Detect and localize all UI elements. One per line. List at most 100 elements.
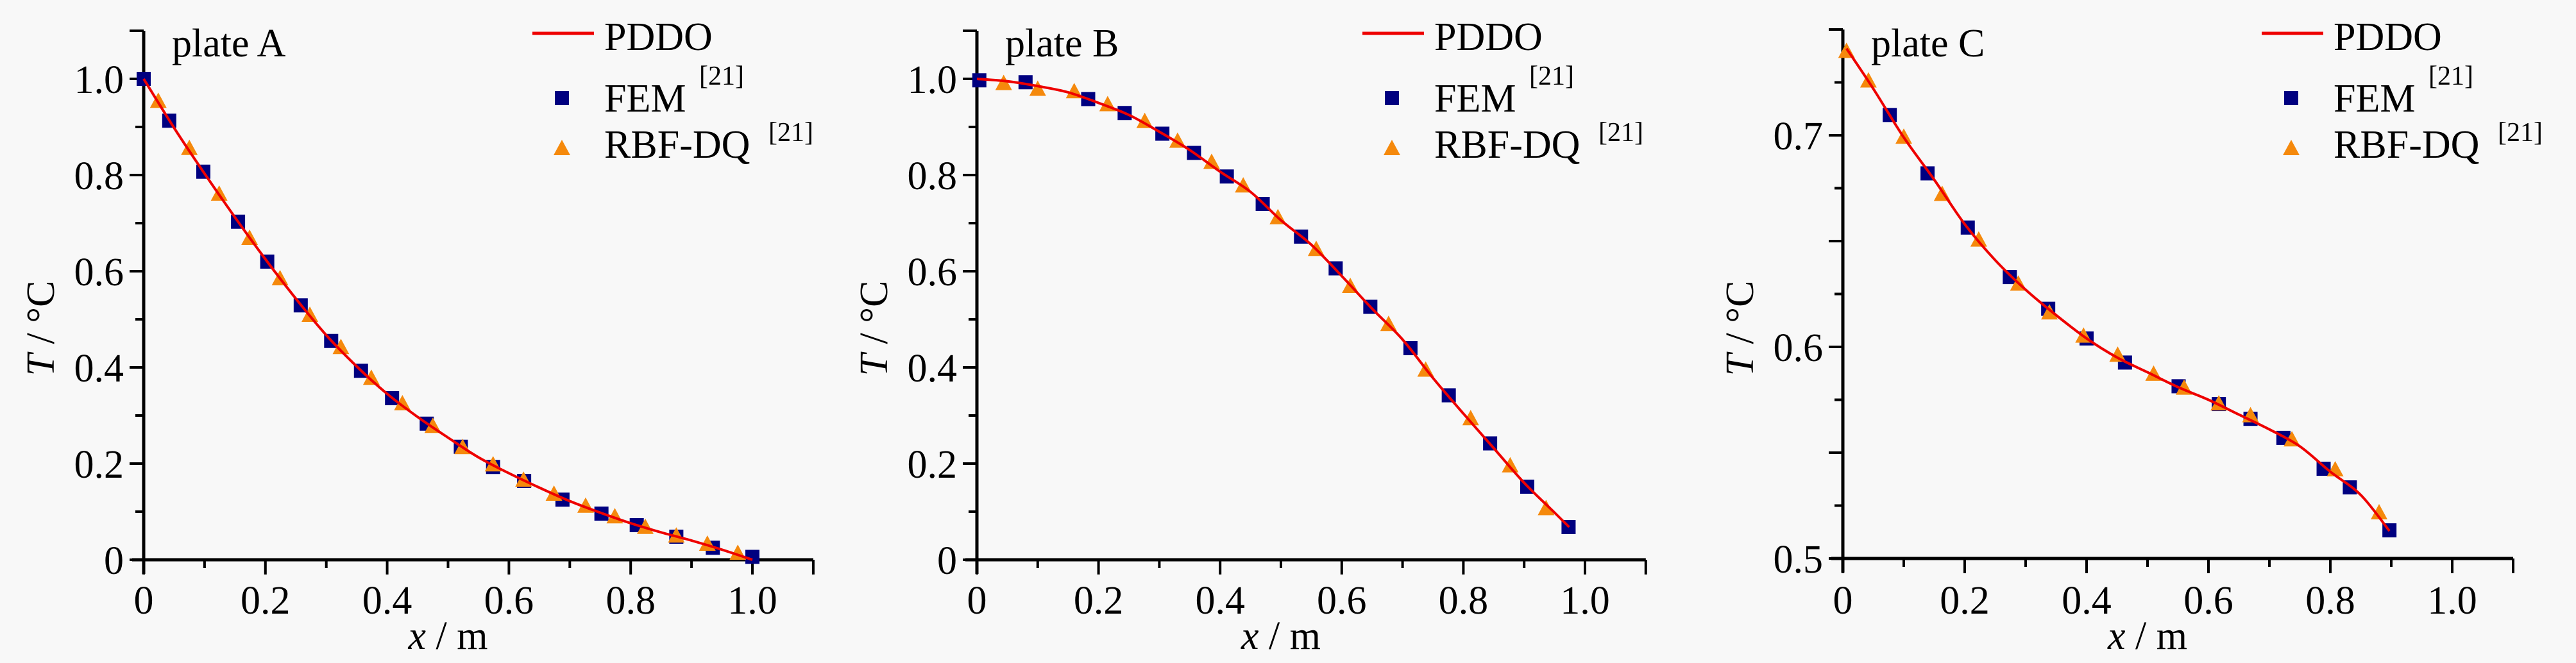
y-tick-label: 1.0 <box>908 58 958 102</box>
x-tick-label: 1.0 <box>1560 579 1610 623</box>
y-axis-label: T / °C <box>1718 281 1762 376</box>
legend-ref-fem: [21] <box>2428 62 2473 91</box>
y-tick-label: 0.8 <box>74 155 124 198</box>
legend-label-fem: FEM <box>604 77 686 121</box>
y-axis-label: T / °C <box>852 281 896 376</box>
legend-label-pddo: PDDO <box>1434 15 1543 59</box>
y-tick-label: 1.0 <box>74 58 124 102</box>
rbf-dq-point <box>181 139 198 155</box>
panel-plate-a: plate A PDDO FEM [21] RBF-DQ [21] 0 0.2 … <box>19 15 815 658</box>
x-tick-labels: 0 0.2 0.4 0.6 0.8 1.0 <box>1833 579 2477 623</box>
legend: PDDO FEM [21] RBF-DQ [21] <box>2262 15 2543 167</box>
panel-plate-c: plate C PDDO FEM [21] RBF-DQ [21] 0 0.2 … <box>1718 15 2543 658</box>
panel-title: plate B <box>1005 22 1119 65</box>
y-tick-label: 0.6 <box>908 251 958 294</box>
rbf-dq-point <box>2109 346 2126 362</box>
rbf-dq-point <box>394 395 411 410</box>
y-tick-label: 0.2 <box>74 443 124 487</box>
legend-ref-rbf-dq: [21] <box>768 118 813 147</box>
rbf-dq-point <box>995 74 1012 90</box>
legend-rbf-dq-triangle-icon <box>554 140 570 155</box>
plot-area <box>1838 42 2397 538</box>
plot-area <box>972 73 1576 534</box>
rbf-dq-point <box>1538 499 1555 516</box>
y-tick-label: 0.8 <box>908 155 958 198</box>
y-axis-unit: / °C <box>852 281 896 354</box>
rbf-dq-point <box>1462 410 1479 426</box>
x-tick-label: 0.8 <box>2305 579 2355 623</box>
legend-fem-square-icon <box>2284 91 2298 105</box>
x-tick-label: 0.4 <box>362 579 412 623</box>
y-axis-variable: T <box>19 351 63 376</box>
x-axis-label: x / m <box>408 614 488 658</box>
y-tick-label: 0.6 <box>74 251 124 294</box>
legend-rbf-dq-triangle-icon <box>1384 140 1400 155</box>
rbf-dq-point <box>1502 457 1519 473</box>
x-axis-unit: / m <box>2126 614 2187 658</box>
series-pddo-line <box>1845 47 2391 532</box>
legend-ref-rbf-dq: [21] <box>1598 118 1643 147</box>
rbf-dq-point <box>1029 80 1046 96</box>
legend-rbf-dq-triangle-icon <box>2283 140 2300 155</box>
plot-area <box>137 72 759 564</box>
x-axis-label: x / m <box>2107 614 2187 658</box>
x-axis-variable: x <box>1241 614 1259 658</box>
x-tick-label: 0 <box>1833 579 1853 623</box>
fem-point <box>2003 270 2017 285</box>
y-tick-labels: 0 0.2 0.4 0.6 0.8 1.0 <box>908 58 958 583</box>
rbf-dq-point <box>362 369 380 385</box>
fem-point <box>2316 462 2331 476</box>
y-tick-label: 0.4 <box>74 347 124 390</box>
y-tick-labels: 0 0.2 0.4 0.6 0.8 1.0 <box>74 58 124 583</box>
y-tick-label: 0.4 <box>908 347 958 390</box>
legend-label-fem: FEM <box>2334 77 2415 121</box>
legend-ref-fem: [21] <box>1529 62 1574 91</box>
legend: PDDO FEM [21] RBF-DQ [21] <box>532 15 813 167</box>
x-tick-label: 0 <box>134 579 154 623</box>
fem-point <box>745 550 759 564</box>
x-tick-label: 0.6 <box>1317 579 1367 623</box>
x-tick-label: 1.0 <box>727 579 777 623</box>
rbf-dq-point <box>1970 231 1987 247</box>
y-axis-variable: T <box>852 351 896 376</box>
y-tick-label: 0 <box>937 539 957 583</box>
y-axis-label: T / °C <box>19 281 63 376</box>
y-tick-label: 0.2 <box>908 443 958 487</box>
legend-label-rbf-dq: RBF-DQ <box>604 123 750 167</box>
y-axis-unit: / °C <box>1718 281 1762 354</box>
rbf-dq-point <box>332 339 350 355</box>
legend-label-fem: FEM <box>1434 77 1516 121</box>
rbf-dq-point <box>1136 112 1153 128</box>
panel-plate-b: plate B PDDO FEM [21] RBF-DQ [21] 0 0.2 … <box>852 15 1647 658</box>
y-tick-label: 0.5 <box>1774 538 1824 582</box>
x-axis-variable: x <box>408 614 427 658</box>
panel-title: plate C <box>1871 22 1985 65</box>
panel-title: plate A <box>172 22 286 65</box>
x-axis-unit: / m <box>1259 614 1321 658</box>
legend-ref-rbf-dq: [21] <box>2498 118 2543 147</box>
legend-fem-square-icon <box>1385 91 1399 105</box>
x-axis-label: x / m <box>1241 614 1321 658</box>
legend: PDDO FEM [21] RBF-DQ [21] <box>1362 15 1643 167</box>
y-tick-label: 0.7 <box>1774 115 1824 158</box>
legend-label-rbf-dq: RBF-DQ <box>1434 123 1580 167</box>
y-axis-variable: T <box>1718 351 1762 376</box>
x-tick-label: 0.8 <box>606 579 656 623</box>
x-tick-label: 0.8 <box>1439 579 1489 623</box>
legend-label-pddo: PDDO <box>604 15 713 59</box>
y-axis-unit: / °C <box>19 281 63 354</box>
legend-label-rbf-dq: RBF-DQ <box>2334 123 2479 167</box>
rbf-dq-point <box>2041 304 2058 320</box>
x-tick-label: 0.6 <box>2183 579 2233 623</box>
legend-fem-square-icon <box>555 91 569 105</box>
x-axis-unit: / m <box>426 614 487 658</box>
x-tick-label: 0.2 <box>241 579 291 623</box>
axes <box>1829 28 2514 573</box>
x-tick-label: 0.4 <box>2062 579 2112 623</box>
x-tick-label: 1.0 <box>2427 579 2477 623</box>
x-axis-variable: x <box>2107 614 2126 658</box>
x-tick-labels: 0 0.2 0.4 0.6 0.8 1.0 <box>967 579 1610 623</box>
rbf-dq-point <box>2371 504 2387 520</box>
